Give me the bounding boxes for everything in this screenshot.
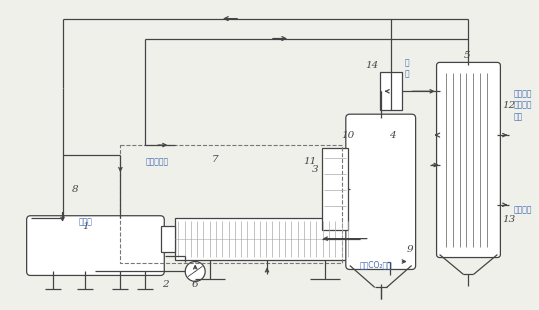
Text: 1: 1 [82, 222, 89, 231]
Text: 碳酸二甲
酯生产废
空气: 碳酸二甲 酯生产废 空气 [513, 89, 532, 122]
Bar [322, 148, 348, 230]
Bar [379, 72, 402, 110]
Text: 液态CO₂入口: 液态CO₂入口 [360, 260, 392, 269]
Text: 7: 7 [212, 156, 218, 165]
Text: 物料回收: 物料回收 [513, 205, 532, 214]
Text: 11: 11 [303, 157, 316, 166]
Text: 补水口: 补水口 [79, 217, 92, 226]
Text: 4: 4 [389, 131, 396, 140]
FancyBboxPatch shape [346, 114, 416, 269]
Bar [161, 226, 175, 252]
Text: 6: 6 [192, 280, 198, 289]
Text: 去碳化工序: 去碳化工序 [146, 157, 169, 166]
Circle shape [185, 262, 205, 281]
Text: 12: 12 [503, 101, 516, 110]
FancyBboxPatch shape [437, 62, 500, 258]
Text: 3: 3 [312, 166, 318, 175]
Text: 8: 8 [72, 185, 79, 194]
Text: 14: 14 [365, 61, 378, 70]
Text: 13: 13 [503, 215, 516, 224]
Text: 9: 9 [406, 245, 413, 254]
Text: 10: 10 [341, 131, 355, 140]
Text: 5: 5 [464, 51, 471, 60]
FancyBboxPatch shape [26, 216, 164, 276]
Bar [120, 145, 342, 263]
Bar [175, 218, 360, 259]
Text: 放
空: 放 空 [405, 59, 409, 78]
Text: 2: 2 [162, 280, 169, 289]
